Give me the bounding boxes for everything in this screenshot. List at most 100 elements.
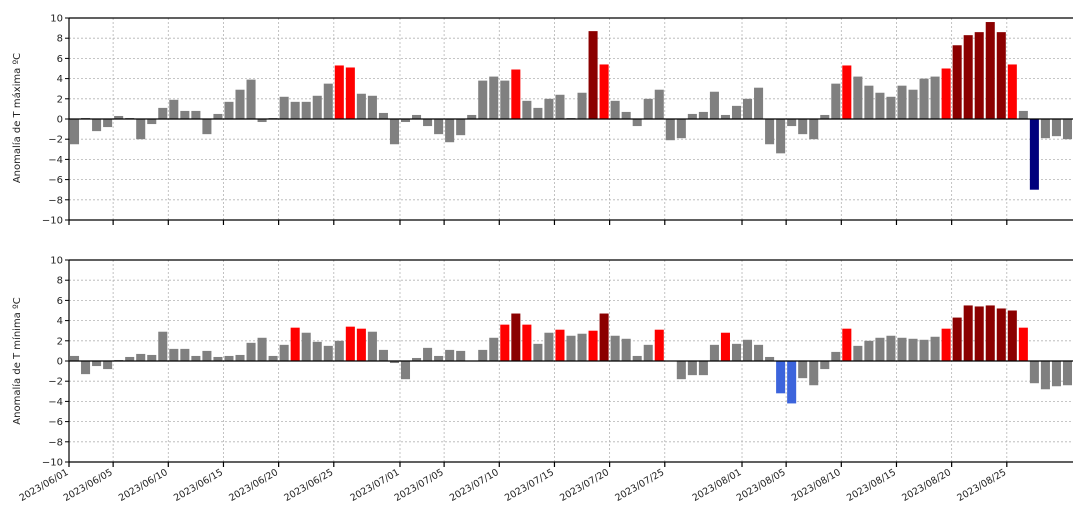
y-tick-label: 4 [57, 316, 63, 327]
bar-tmin [743, 339, 753, 361]
bar-tmin [423, 347, 433, 361]
bar-tmin [897, 337, 907, 361]
y-tick-label: 6 [57, 54, 63, 65]
x-tick-label: 2023/06/05 [62, 467, 115, 504]
bar-tmax [930, 76, 940, 119]
bar-tmax [191, 110, 201, 119]
y-tick-label: −6 [48, 175, 63, 186]
bar-tmin [378, 349, 388, 361]
y-tick-label: −6 [48, 417, 63, 428]
bar-tmin [588, 330, 598, 361]
bar-tmax [279, 96, 289, 119]
bar-tmax [522, 100, 532, 119]
bar-tmax [632, 119, 642, 127]
y-tick-label: 10 [50, 14, 63, 25]
y-tick-label: 0 [57, 115, 63, 126]
bar-tmin [489, 337, 499, 361]
bar-tmax [765, 119, 775, 145]
bar-tmin [544, 332, 554, 361]
bar-tmax [180, 110, 190, 119]
x-tick-label: 2023/07/05 [393, 467, 446, 504]
bar-tmax [334, 65, 344, 119]
bar-tmin [389, 361, 399, 364]
bar-tmin [566, 335, 576, 361]
bar-tmin [1040, 361, 1050, 390]
bar-tmax [434, 119, 444, 135]
panel-tmax: Anomalía de T máxima ºC −10 −8 −6 −4 −2 0 2 4 6 8… [11, 14, 1073, 227]
bar-tmin [577, 333, 587, 361]
bar-tmin [81, 361, 91, 375]
y-tick-label: −8 [48, 195, 63, 206]
bar-tmin [1029, 361, 1039, 384]
y-tick-label: 2 [57, 336, 63, 347]
bar-tmax [235, 89, 245, 119]
bar-tmin [798, 361, 808, 379]
x-tick-label: 2023/06/25 [282, 467, 335, 504]
bar-tmax [886, 96, 896, 119]
bar-tmax [202, 119, 212, 135]
bar-tmax [323, 83, 333, 119]
x-tick-label: 2023/08/25 [955, 467, 1008, 504]
bar-tmax [114, 115, 124, 119]
bar-tmax [831, 83, 841, 119]
bar-tmax [654, 89, 664, 119]
bar-tmax [820, 114, 830, 119]
bar-tmin [445, 349, 455, 361]
bar-tmin [125, 356, 135, 361]
bar-tmin [279, 344, 289, 361]
bar-tmin [290, 327, 300, 361]
bar-tmin [687, 361, 697, 376]
y-tick-label: −4 [48, 155, 63, 166]
bar-tmin [345, 326, 355, 361]
y-axis-label-tmin: Anomalía de T mínima ºC [11, 297, 23, 424]
bar-tmin [610, 335, 620, 361]
bar-tmax [169, 99, 179, 119]
bar-tmax [985, 22, 995, 119]
bar-tmax [720, 114, 730, 119]
bar-tmin [809, 361, 819, 386]
bar-tmin [919, 339, 929, 361]
bar-tmin [312, 341, 322, 361]
bar-tmax [312, 95, 322, 119]
bar-tmax [555, 94, 565, 119]
bar-tmin [676, 361, 686, 380]
bar-tmin [1007, 310, 1017, 361]
y-tick-label: 4 [57, 74, 63, 85]
bar-tmin [400, 361, 411, 380]
bar-tmin [1062, 361, 1073, 386]
bar-tmax [257, 119, 267, 123]
bar-tmin [709, 344, 719, 361]
bar-tmin [963, 305, 973, 361]
bar-tmin [952, 317, 962, 361]
bar-tmax [665, 119, 675, 141]
bar-tmax [709, 91, 719, 119]
bar-tmin [301, 332, 311, 361]
bar-tmax [952, 45, 962, 119]
bar-tmin [103, 361, 113, 370]
bar-tmin [334, 340, 344, 361]
bar-tmax [445, 119, 455, 143]
bar-tmax [621, 111, 631, 119]
x-tick-label: 2023/08/15 [845, 467, 898, 504]
bar-tmax [842, 65, 852, 119]
bar-tmax [996, 32, 1006, 119]
bar-tmin [842, 328, 852, 361]
bar-tmin [456, 350, 466, 361]
y-tick-label: 0 [57, 357, 63, 368]
x-tick-label: 2023/08/20 [900, 467, 953, 504]
bar-tmin [555, 329, 565, 361]
bar-tmin [731, 343, 742, 361]
bar-tmin [765, 356, 775, 361]
bar-tmax [897, 85, 907, 119]
bar-tmax [919, 78, 929, 119]
bar-tmin [643, 344, 653, 361]
y-tick-label: 8 [57, 34, 63, 45]
bar-tmax [864, 85, 874, 119]
bar-tmax [731, 105, 742, 119]
bar-tmax [676, 119, 686, 139]
panel-tmin: Anomalía de T mínima ºC −10 −8 −6 −4 −2 0 2 4 6 8… [11, 256, 1073, 504]
bar-tmax [853, 76, 863, 119]
y-tick-label: −8 [48, 437, 63, 448]
bar-tmax [356, 93, 366, 119]
bar-tmax [610, 100, 620, 119]
